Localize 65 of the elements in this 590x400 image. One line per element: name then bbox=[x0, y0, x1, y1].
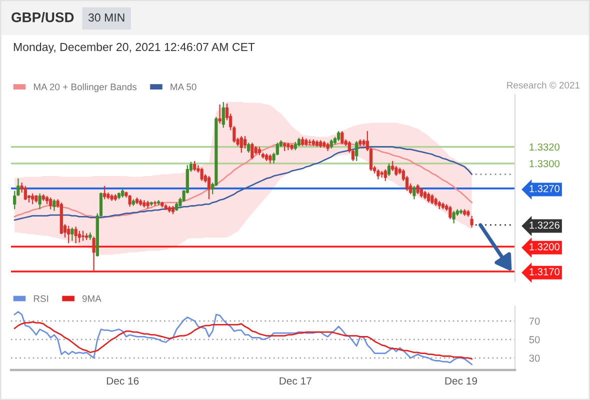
candlestick bbox=[31, 192, 34, 205]
chart-subtitle: Monday, December 20, 2021 12:46:07 AM CET bbox=[14, 42, 255, 54]
candlestick bbox=[330, 138, 333, 150]
candlestick bbox=[207, 175, 211, 200]
text: Research © 2021 bbox=[507, 82, 580, 89]
line-series bbox=[14, 321, 472, 360]
candlestick bbox=[92, 236, 96, 273]
candlestick bbox=[247, 142, 250, 154]
x-tick-label: Dec 16 bbox=[106, 377, 139, 385]
y-tick-label: 1.3270 bbox=[530, 185, 560, 192]
line-series bbox=[14, 311, 472, 366]
candlestick bbox=[70, 226, 74, 242]
y-tick-label: 70 bbox=[529, 318, 540, 325]
candlestick bbox=[243, 136, 247, 150]
candlestick bbox=[452, 210, 456, 224]
candlestick bbox=[250, 142, 254, 160]
candlestick bbox=[103, 185, 106, 200]
candlestick bbox=[448, 205, 452, 220]
candlestick bbox=[52, 198, 56, 212]
candlestick bbox=[301, 136, 304, 147]
candlestick bbox=[193, 160, 196, 172]
y-tick-label: 30 bbox=[529, 354, 540, 362]
candlestick bbox=[337, 130, 340, 142]
y-tick-label: 1.3226 bbox=[530, 222, 560, 229]
y-tick-label: 1.3320 bbox=[530, 143, 560, 151]
candlestick bbox=[200, 167, 204, 182]
candlestick bbox=[268, 154, 272, 164]
candlestick bbox=[355, 140, 358, 162]
candlestick bbox=[470, 215, 474, 228]
candlestick bbox=[420, 187, 423, 198]
candlestick bbox=[240, 136, 243, 154]
candlestick bbox=[430, 194, 434, 205]
candlestick bbox=[128, 194, 132, 208]
text: 30 MIN bbox=[88, 13, 124, 22]
legend-label: 9MA bbox=[82, 295, 102, 302]
legend-label: MA 20 + Bollinger Bands bbox=[34, 83, 137, 92]
legend-label: MA 50 bbox=[170, 84, 196, 90]
candlestick bbox=[376, 168, 380, 180]
y-tick-label: 1.3300 bbox=[530, 160, 560, 168]
candlestick bbox=[218, 104, 222, 124]
candlestick bbox=[416, 184, 420, 195]
candlestick bbox=[394, 165, 398, 177]
candlestick bbox=[380, 170, 384, 178]
y-tick-label: 1.3200 bbox=[530, 243, 560, 250]
candlestick bbox=[391, 160, 394, 172]
candlestick bbox=[81, 230, 85, 242]
candlestick bbox=[340, 130, 344, 145]
x-tick-label: Dec 19 bbox=[445, 377, 478, 385]
candlestick bbox=[24, 185, 27, 201]
y-tick-label: 50 bbox=[529, 336, 540, 344]
candlestick bbox=[38, 192, 42, 210]
y-tick-label: 1.3170 bbox=[530, 268, 560, 276]
chart-title: GBP/USD bbox=[12, 12, 74, 22]
candlestick bbox=[67, 225, 70, 244]
candlestick bbox=[78, 230, 81, 243]
candlestick bbox=[384, 168, 387, 182]
candlestick bbox=[49, 197, 52, 210]
candlestick bbox=[308, 138, 312, 146]
x-tick-label: Dec 17 bbox=[280, 377, 312, 385]
candlestick bbox=[222, 101, 225, 128]
legend-label: RSI bbox=[34, 295, 48, 302]
candlestick bbox=[74, 226, 78, 244]
candlestick bbox=[427, 192, 430, 204]
candlestick bbox=[387, 162, 391, 177]
candlestick bbox=[412, 185, 416, 200]
